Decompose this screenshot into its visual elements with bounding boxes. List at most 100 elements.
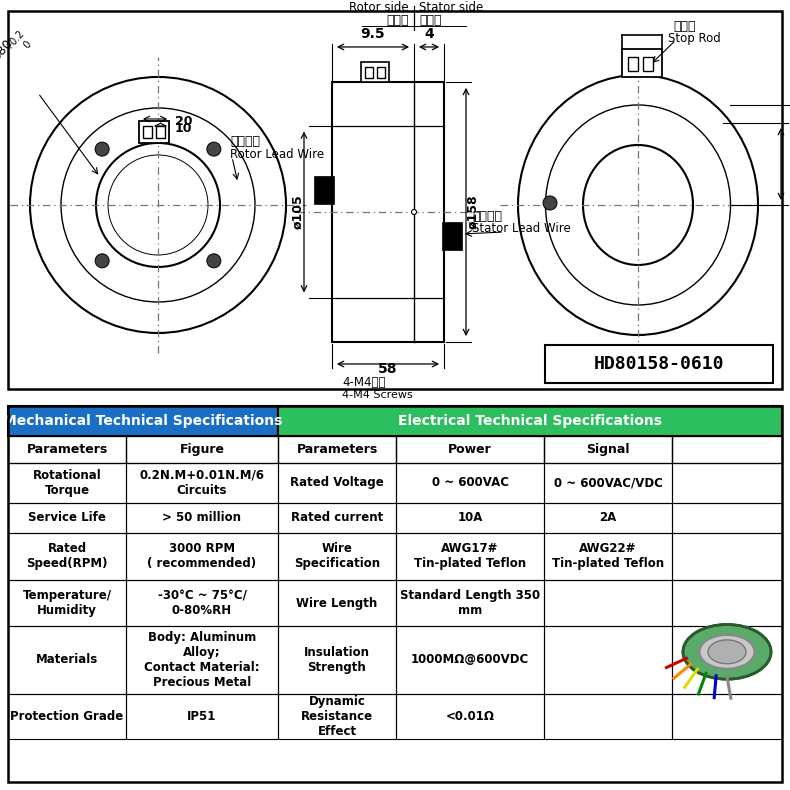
Bar: [126, 626, 278, 694]
Bar: [143, 126, 152, 138]
Text: Signal: Signal: [586, 443, 630, 456]
Text: 2A: 2A: [600, 511, 617, 524]
Bar: [396, 463, 544, 502]
Text: +0.2: +0.2: [3, 28, 26, 52]
Text: 0: 0: [16, 39, 34, 57]
Bar: [672, 436, 782, 463]
Text: ø158: ø158: [467, 194, 480, 229]
Bar: [396, 694, 544, 739]
Bar: [8, 436, 126, 463]
Text: 4-M4螺钉: 4-M4螺钉: [342, 376, 386, 389]
Bar: [278, 502, 396, 532]
Bar: [361, 62, 389, 82]
Bar: [156, 126, 165, 138]
Text: Stop Rod: Stop Rod: [668, 32, 720, 45]
Text: 定子导线: 定子导线: [472, 210, 502, 223]
Text: Protection Grade: Protection Grade: [10, 710, 123, 723]
Bar: [278, 581, 396, 626]
Bar: [442, 222, 462, 250]
Text: 定子端: 定子端: [419, 14, 442, 27]
Bar: [544, 694, 672, 739]
Text: Wire Length: Wire Length: [296, 596, 378, 610]
Bar: [278, 436, 396, 463]
Bar: [672, 694, 782, 739]
Circle shape: [207, 142, 221, 156]
Bar: [139, 121, 169, 143]
Text: Rotational
Torque: Rotational Torque: [32, 468, 101, 497]
Bar: [672, 626, 782, 694]
Text: Parameters: Parameters: [296, 443, 378, 456]
Bar: [332, 82, 444, 342]
Bar: [126, 581, 278, 626]
Circle shape: [95, 254, 109, 268]
Bar: [544, 581, 672, 626]
Bar: [396, 626, 544, 694]
Text: Standard Length 350
mm: Standard Length 350 mm: [400, 589, 540, 617]
Text: -30°C ~ 75°C/
0-80%RH: -30°C ~ 75°C/ 0-80%RH: [157, 589, 246, 617]
Text: ø105: ø105: [292, 194, 304, 229]
Bar: [622, 49, 662, 77]
Bar: [544, 532, 672, 581]
Text: 10: 10: [175, 122, 193, 135]
Text: Rated Voltage: Rated Voltage: [290, 476, 384, 489]
Text: 止转片: 止转片: [673, 20, 695, 33]
Ellipse shape: [683, 625, 771, 679]
Text: Rotor side: Rotor side: [349, 1, 409, 14]
Text: Temperature/
Humidity: Temperature/ Humidity: [22, 589, 111, 617]
Text: 转子导线: 转子导线: [230, 135, 260, 148]
Text: 0 ~ 600VAC: 0 ~ 600VAC: [431, 476, 509, 489]
Text: 转子端: 转子端: [386, 14, 409, 27]
Bar: [8, 406, 278, 436]
Bar: [278, 463, 396, 502]
Bar: [396, 502, 544, 532]
Text: Parameters: Parameters: [26, 443, 107, 456]
Bar: [278, 694, 396, 739]
Bar: [377, 67, 385, 78]
Text: 1000MΩ@600VDC: 1000MΩ@600VDC: [411, 653, 529, 666]
Text: Rotor Lead Wire: Rotor Lead Wire: [230, 148, 324, 161]
Bar: [365, 67, 373, 78]
Ellipse shape: [699, 635, 754, 668]
Text: AWG17#
Tin-plated Teflon: AWG17# Tin-plated Teflon: [414, 543, 526, 570]
Bar: [278, 532, 396, 581]
Bar: [8, 502, 126, 532]
Text: 58: 58: [378, 362, 397, 376]
Text: Dynamic
Resistance
Effect: Dynamic Resistance Effect: [301, 695, 373, 738]
Text: AWG22#
Tin-plated Teflon: AWG22# Tin-plated Teflon: [552, 543, 664, 570]
Circle shape: [95, 142, 109, 156]
Bar: [126, 694, 278, 739]
Text: Rated
Speed(RPM): Rated Speed(RPM): [26, 543, 107, 570]
Bar: [126, 463, 278, 502]
Bar: [278, 626, 396, 694]
Circle shape: [543, 196, 557, 210]
Bar: [8, 626, 126, 694]
Text: 3000 RPM
( recommended): 3000 RPM ( recommended): [148, 543, 257, 570]
Text: Insulation
Strength: Insulation Strength: [304, 645, 370, 674]
Bar: [544, 436, 672, 463]
Bar: [544, 463, 672, 502]
Bar: [672, 532, 782, 581]
Text: IP51: IP51: [187, 710, 216, 723]
Bar: [126, 502, 278, 532]
Bar: [126, 532, 278, 581]
Text: <0.01Ω: <0.01Ω: [446, 710, 495, 723]
Text: Service Life: Service Life: [28, 511, 106, 524]
Text: Figure: Figure: [179, 443, 224, 456]
Text: 4-M4 Screws: 4-M4 Screws: [342, 390, 412, 400]
Text: Rated current: Rated current: [291, 511, 383, 524]
Bar: [8, 532, 126, 581]
Text: 10A: 10A: [457, 511, 483, 524]
Text: 9.5: 9.5: [361, 27, 386, 41]
Bar: [8, 694, 126, 739]
Bar: [396, 581, 544, 626]
Text: Stator side: Stator side: [419, 1, 483, 14]
Bar: [8, 463, 126, 502]
Bar: [8, 581, 126, 626]
Text: 4: 4: [424, 27, 434, 41]
Bar: [278, 406, 782, 436]
Bar: [672, 463, 782, 502]
Circle shape: [207, 254, 221, 268]
Text: Mechanical Technical Specifications: Mechanical Technical Specifications: [3, 414, 283, 428]
Bar: [126, 436, 278, 463]
Text: Power: Power: [448, 443, 492, 456]
